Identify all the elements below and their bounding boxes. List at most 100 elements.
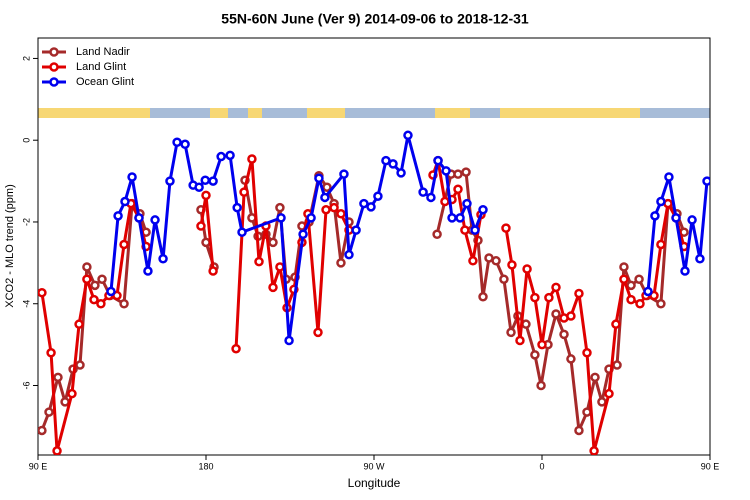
y-tick-label: 0 — [21, 138, 31, 143]
data-point — [268, 237, 278, 248]
data-point — [537, 339, 547, 350]
data-point — [201, 190, 211, 201]
data-point — [506, 327, 516, 338]
data-point — [52, 446, 62, 455]
data-point — [366, 202, 376, 212]
data-point — [702, 176, 710, 186]
x-tick-label: 90 E — [701, 461, 720, 471]
data-point — [687, 215, 697, 225]
data-point — [441, 166, 451, 176]
data-point — [120, 196, 130, 207]
land-mask-strip — [38, 108, 710, 118]
data-point — [468, 256, 478, 266]
data-point — [664, 172, 674, 182]
data-point — [254, 256, 264, 267]
data-point — [344, 249, 354, 260]
data-point — [426, 192, 436, 203]
data-point — [97, 274, 107, 284]
data-point — [381, 155, 391, 166]
data-point — [590, 372, 600, 383]
data-point — [194, 182, 204, 192]
data-point — [522, 264, 532, 274]
data-point — [46, 348, 56, 358]
data-point — [551, 309, 561, 319]
data-point — [582, 407, 592, 417]
legend-label: Ocean Glint — [76, 76, 134, 88]
data-point — [106, 286, 116, 297]
data-point — [90, 280, 100, 291]
data-point — [119, 298, 129, 309]
data-point — [38, 287, 47, 298]
y-axis-label: XCO2 - MLO trend (ppm) — [4, 184, 16, 307]
data-point — [231, 343, 241, 354]
data-point — [612, 360, 622, 370]
data-point — [89, 294, 99, 305]
data-point — [351, 225, 361, 235]
data-point — [82, 274, 92, 284]
data-point — [695, 254, 705, 264]
data-point — [453, 169, 463, 179]
data-point — [82, 262, 92, 272]
data-point — [566, 311, 576, 321]
legend-label: Land Nadir — [76, 46, 130, 58]
data-point — [619, 262, 629, 272]
data-point — [38, 425, 47, 436]
data-point — [275, 262, 285, 272]
data-point — [418, 187, 428, 197]
data-point — [388, 159, 398, 169]
data-point — [306, 213, 316, 223]
data-point — [589, 446, 599, 455]
data-point — [172, 137, 182, 147]
data-point — [200, 175, 211, 186]
data-point — [671, 213, 681, 223]
data-point — [635, 298, 645, 309]
data-point — [201, 237, 211, 248]
x-tick-label: 90 E — [29, 461, 48, 471]
data-point — [298, 229, 308, 239]
data-point — [619, 274, 629, 284]
data-point — [536, 380, 546, 391]
data-point — [113, 211, 123, 221]
data-point — [582, 348, 592, 358]
data-point — [650, 211, 660, 221]
data-point — [521, 319, 531, 329]
data-point — [314, 173, 324, 183]
data-point — [604, 388, 614, 399]
data-point — [208, 176, 218, 186]
legend-label: Land Glint — [76, 61, 126, 73]
data-point — [656, 298, 666, 309]
data-point — [158, 254, 168, 264]
data-point — [544, 292, 554, 303]
legend-marker — [49, 77, 59, 87]
data-point — [322, 182, 332, 192]
data-point — [268, 282, 278, 293]
x-tick-label: 180 — [198, 461, 213, 471]
data-point — [634, 274, 644, 284]
data-point — [232, 202, 242, 213]
data-point — [284, 335, 294, 346]
data-point — [216, 151, 226, 162]
data-point — [180, 139, 190, 150]
data-point — [373, 191, 383, 201]
data-point — [150, 215, 160, 225]
data-point — [566, 354, 576, 364]
data-point — [626, 280, 636, 291]
data-point — [574, 425, 584, 436]
data-point — [461, 167, 471, 177]
data-point — [501, 223, 511, 233]
data-point — [478, 204, 488, 215]
data-point — [515, 335, 525, 346]
data-point — [119, 239, 129, 250]
data-point — [643, 286, 653, 297]
data-point — [165, 176, 175, 186]
data-point — [127, 172, 137, 182]
legend-marker — [49, 62, 59, 72]
data-point — [96, 298, 106, 309]
y-tick-label: -6 — [21, 381, 31, 389]
data-point — [53, 372, 63, 383]
data-point — [597, 397, 607, 407]
x-tick-label: 0 — [539, 461, 544, 471]
data-point — [60, 397, 70, 407]
data-point — [432, 229, 442, 239]
data-point — [208, 266, 218, 276]
